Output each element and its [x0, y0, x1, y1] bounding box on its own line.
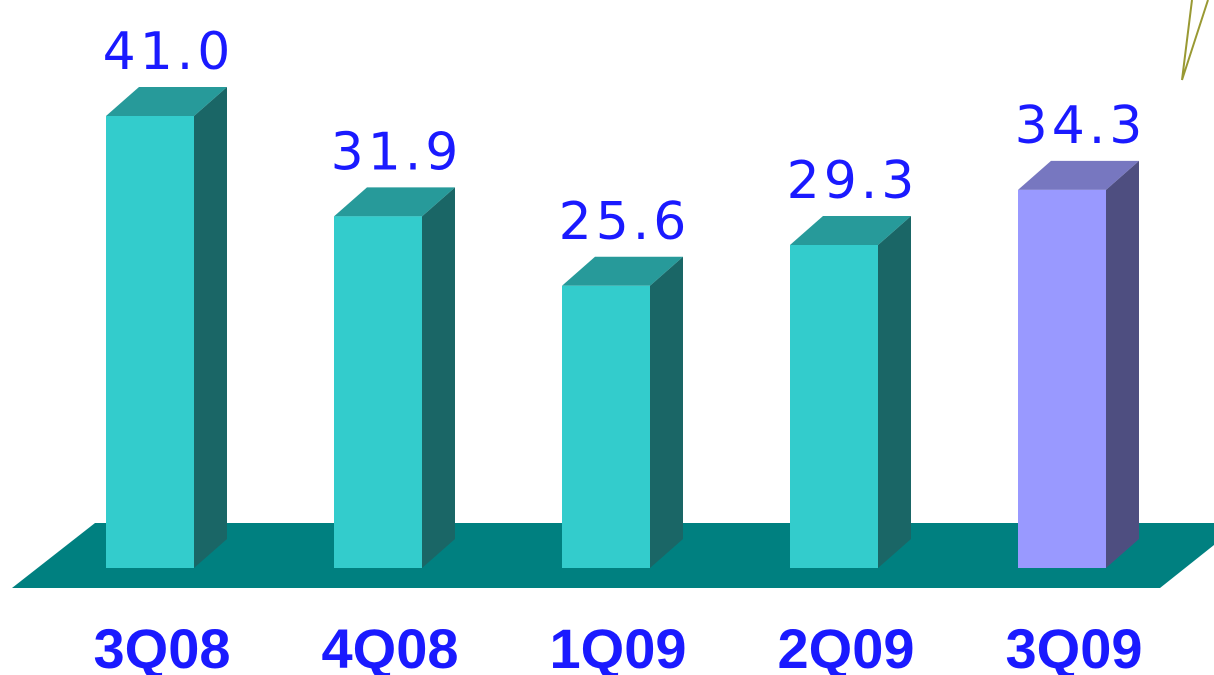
value-label-1Q09: 25.6 [559, 192, 691, 252]
callout-decoration-layer [1181, 0, 1209, 81]
bar-top-face [790, 215, 911, 245]
category-label-2Q09: 2Q09 [778, 617, 915, 675]
value-label-2Q09: 29.3 [787, 151, 919, 211]
bar-top-face [562, 256, 683, 286]
bar-3Q09 [1018, 160, 1139, 569]
bar-front-face [334, 216, 422, 568]
bar-side-face [194, 87, 227, 568]
callout-pointer-line [1181, 0, 1209, 81]
bar-side-face [650, 256, 683, 568]
bar-side-face [422, 187, 455, 568]
bar-3Q08 [106, 87, 227, 568]
bar-4Q08 [334, 187, 455, 568]
bar-top-face [106, 87, 227, 116]
value-label-3Q08: 41.0 [103, 22, 235, 82]
category-label-4Q08: 4Q08 [322, 617, 459, 675]
bar-front-face [106, 116, 194, 568]
bar-top-face [1018, 160, 1139, 190]
category-label-3Q08: 3Q08 [94, 617, 231, 675]
chart-bars-layer [106, 87, 1139, 569]
category-labels-layer: 3Q08 4Q08 1Q09 2Q09 3Q09 [94, 617, 1143, 675]
bar-front-face [790, 244, 878, 569]
bar-top-face [334, 187, 455, 217]
category-label-1Q09: 1Q09 [550, 617, 687, 675]
value-label-4Q08: 31.9 [331, 122, 463, 182]
bar-side-face [1106, 160, 1139, 569]
value-label-3Q09: 34.3 [1015, 96, 1147, 156]
category-label-3Q09: 3Q09 [1006, 617, 1143, 675]
bar-2Q09 [790, 215, 911, 569]
bar-1Q09 [562, 256, 683, 568]
bar-side-face [878, 215, 911, 569]
value-labels-layer: 41.0 31.9 25.6 29.3 34.3 [103, 22, 1147, 252]
bar-front-face [1018, 189, 1106, 569]
bar-front-face [562, 285, 650, 568]
